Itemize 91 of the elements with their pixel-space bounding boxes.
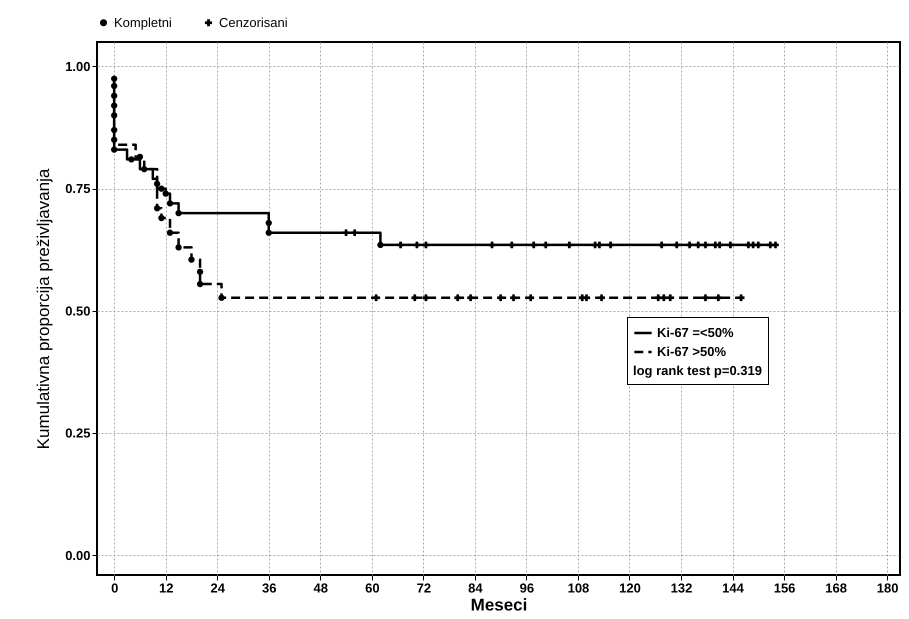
point bbox=[727, 242, 734, 248]
x-tick-label: 0 bbox=[111, 580, 118, 596]
point bbox=[158, 186, 165, 192]
x-axis-title: Meseci bbox=[470, 596, 528, 614]
point bbox=[158, 214, 165, 222]
point bbox=[454, 294, 462, 302]
x-tick-label: 156 bbox=[774, 580, 796, 596]
point bbox=[372, 294, 380, 302]
point bbox=[111, 76, 118, 82]
y-tick-label: 0.50 bbox=[65, 303, 90, 318]
point bbox=[196, 280, 204, 288]
x-tick-label: 72 bbox=[416, 580, 432, 596]
point bbox=[508, 242, 516, 248]
y-tick-label: 0.00 bbox=[65, 548, 90, 563]
point bbox=[377, 242, 384, 248]
point bbox=[111, 126, 118, 134]
point bbox=[397, 242, 404, 248]
annotation: log rank test p=0.319 bbox=[633, 363, 762, 378]
x-tick-label: 48 bbox=[314, 580, 328, 596]
legend-label: Cenzorisani bbox=[219, 14, 288, 30]
point bbox=[218, 294, 225, 301]
y-tick-label: 1.00 bbox=[65, 58, 90, 74]
point bbox=[175, 210, 182, 216]
point bbox=[566, 242, 573, 248]
point bbox=[598, 294, 605, 302]
x-tick-label: 108 bbox=[568, 580, 590, 596]
x-tick-label: 12 bbox=[158, 580, 174, 596]
point bbox=[111, 146, 118, 153]
point bbox=[686, 242, 693, 248]
point bbox=[660, 294, 668, 302]
point bbox=[596, 242, 603, 248]
x-tick-label: 132 bbox=[670, 580, 692, 596]
point bbox=[154, 180, 160, 187]
x-tick-label: 144 bbox=[722, 580, 745, 596]
point bbox=[422, 294, 430, 302]
legend-label: Ki-67 >50% bbox=[657, 344, 726, 359]
point bbox=[411, 294, 418, 302]
x-tick-label: 120 bbox=[619, 580, 641, 596]
point bbox=[488, 242, 496, 248]
point bbox=[188, 256, 195, 263]
x-tick-label: 180 bbox=[876, 580, 898, 596]
point bbox=[583, 294, 590, 302]
point bbox=[111, 136, 118, 143]
point bbox=[715, 294, 722, 302]
point bbox=[702, 242, 709, 248]
point bbox=[136, 154, 144, 160]
legend-label: Ki-67 =<50% bbox=[657, 325, 734, 340]
point bbox=[467, 294, 474, 302]
point bbox=[128, 156, 135, 163]
point bbox=[497, 294, 504, 302]
point bbox=[658, 242, 666, 248]
y-tick-label: 0.75 bbox=[65, 181, 90, 196]
point bbox=[607, 242, 614, 248]
point bbox=[738, 294, 744, 302]
point bbox=[414, 242, 420, 248]
y-axis-title: Kumulativna proporcija preživljavanja bbox=[34, 168, 54, 450]
point bbox=[772, 242, 779, 248]
point bbox=[266, 220, 272, 226]
point bbox=[141, 166, 148, 172]
point bbox=[162, 190, 169, 197]
x-tick-label: 36 bbox=[262, 580, 276, 596]
point bbox=[422, 242, 430, 248]
point bbox=[542, 242, 550, 248]
point bbox=[527, 294, 534, 302]
y-tick-label: 0.25 bbox=[65, 426, 90, 441]
point bbox=[666, 294, 674, 302]
point bbox=[166, 230, 174, 236]
point bbox=[342, 229, 350, 236]
point bbox=[111, 92, 118, 99]
x-tick-label: 84 bbox=[468, 580, 484, 596]
legend-label: Kompletni bbox=[114, 14, 172, 30]
point bbox=[754, 242, 762, 248]
point bbox=[351, 229, 358, 236]
point bbox=[510, 294, 517, 302]
point bbox=[175, 244, 182, 251]
point bbox=[702, 294, 709, 302]
point bbox=[716, 242, 723, 248]
point bbox=[166, 200, 174, 207]
point bbox=[111, 102, 118, 109]
x-tick-label: 24 bbox=[210, 580, 226, 596]
point bbox=[530, 242, 538, 248]
point bbox=[694, 242, 702, 248]
point bbox=[266, 230, 272, 236]
point bbox=[111, 112, 118, 119]
x-tick-label: 168 bbox=[825, 580, 847, 596]
point bbox=[111, 82, 118, 90]
point bbox=[673, 242, 680, 248]
point bbox=[196, 268, 204, 275]
x-tick-label: 60 bbox=[365, 580, 380, 596]
x-tick-label: 96 bbox=[520, 580, 534, 596]
point bbox=[154, 205, 160, 212]
